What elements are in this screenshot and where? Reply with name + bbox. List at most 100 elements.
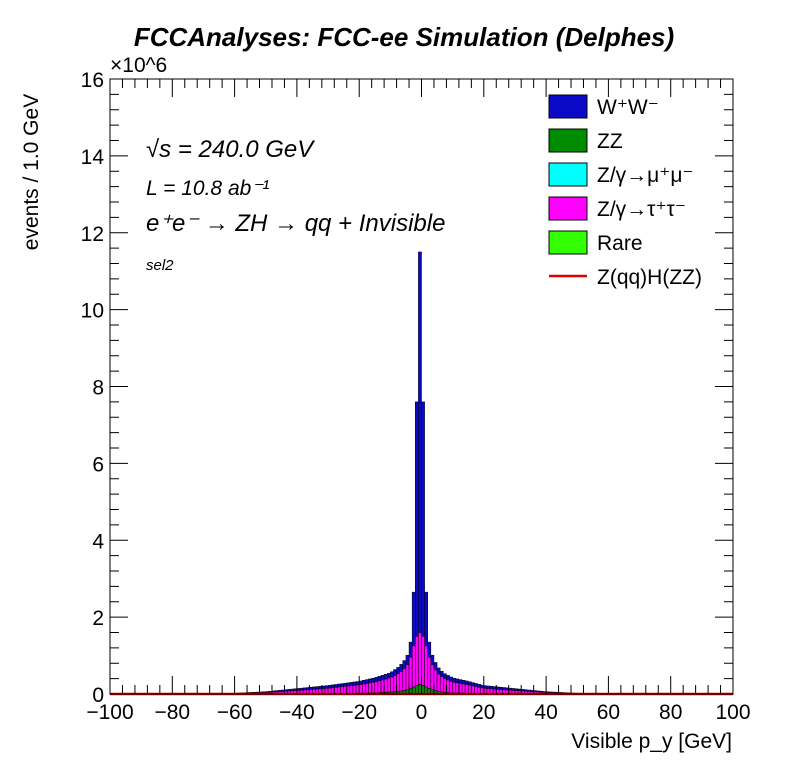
- bar-ww: [377, 676, 382, 682]
- bar-ww: [486, 685, 491, 689]
- legend-label: Z/γ→μ⁺μ⁻: [597, 164, 694, 187]
- x-axis-label: Visible p_y [GeV]: [571, 730, 732, 753]
- x-axis-ticks: −100 −80 −60 −40 −20 0 20 40 60 80 100: [86, 79, 751, 724]
- y-tick-label: 10: [81, 300, 104, 323]
- bar-ww: [368, 678, 372, 684]
- bar-ww: [436, 667, 441, 675]
- bar-ww: [399, 664, 404, 672]
- x-tick-label: 40: [534, 701, 557, 724]
- bar-ww: [415, 401, 419, 637]
- bar-ww: [337, 683, 341, 688]
- bar-ww: [349, 682, 354, 686]
- bar-ww: [324, 685, 329, 689]
- bar-tautau: [362, 683, 366, 694]
- legend-swatch: [548, 94, 588, 119]
- bar-tautau: [411, 645, 416, 688]
- bar-ww: [446, 675, 450, 681]
- bar-tautau: [402, 668, 407, 691]
- bar-ww: [340, 683, 344, 687]
- y-tick-label: 8: [92, 377, 104, 400]
- bar-tautau: [352, 685, 357, 694]
- bar-ww: [383, 674, 388, 680]
- y-tick-label: 14: [81, 146, 105, 169]
- legend-label: Z(qq)H(ZZ): [597, 266, 702, 289]
- y-tick-label: 6: [92, 453, 104, 476]
- x-tick-label: −60: [217, 701, 253, 724]
- bar-ww: [424, 591, 428, 647]
- bar-ww: [405, 654, 410, 666]
- legend-swatch: [548, 230, 588, 255]
- legend-label: ZZ: [597, 130, 623, 153]
- annotation-energy: √s = 240.0 GeV: [146, 136, 315, 163]
- bar-ww: [461, 680, 466, 685]
- legend: W⁺W⁻ ZZ Z/γ→μ⁺μ⁻ Z/γ→τ⁺τ⁻ Rare Z(qq)H(ZZ): [548, 94, 702, 289]
- annotation-selection: sel2: [146, 257, 174, 274]
- bar-tautau: [386, 678, 391, 693]
- y-tick-label: 12: [81, 223, 104, 246]
- x-tick-label: 20: [472, 701, 495, 724]
- bar-ww: [443, 673, 447, 679]
- bar-tautau: [474, 686, 478, 694]
- bar-ww: [464, 680, 469, 685]
- bar-ww: [402, 660, 407, 669]
- bar-tautau: [399, 671, 404, 692]
- bar-ww: [418, 251, 422, 633]
- bar-ww: [396, 667, 400, 674]
- y-axis-label: events / 1.0 GeV: [20, 94, 43, 250]
- bar-ww: [458, 679, 463, 684]
- bar-ww: [467, 681, 472, 686]
- bar-ww: [452, 677, 457, 683]
- bar-tautau: [439, 676, 444, 693]
- bar-tautau: [337, 686, 341, 694]
- bar-tautau: [452, 682, 457, 694]
- bar-ww: [439, 670, 444, 677]
- bar-ww: [393, 669, 397, 676]
- histogram-bars: [110, 251, 733, 696]
- bar-ww: [433, 662, 438, 671]
- y-tick-label: 4: [92, 530, 104, 553]
- bar-ww: [449, 676, 453, 682]
- bar-ww: [327, 685, 332, 689]
- bar-ww: [427, 641, 432, 658]
- bar-tautau: [390, 676, 394, 693]
- bar-ww: [511, 688, 516, 691]
- bar-ww: [312, 686, 316, 690]
- x-tick-label: 100: [715, 701, 750, 724]
- y-tick-label: 0: [92, 684, 104, 707]
- legend-label: Z/γ→τ⁺τ⁻: [597, 198, 686, 221]
- legend-label: W⁺W⁻: [597, 96, 659, 119]
- bar-ww: [430, 654, 435, 666]
- bar-ww: [390, 671, 394, 678]
- x-tick-label: −100: [86, 701, 133, 724]
- annotation-lumi: L = 10.8 ab⁻¹: [146, 177, 269, 200]
- bar-tautau: [349, 685, 354, 694]
- bar-ww: [371, 677, 376, 683]
- x-tick-label: −40: [279, 701, 315, 724]
- bar-ww: [362, 680, 366, 685]
- legend-swatch: [548, 196, 588, 221]
- x-tick-label: −20: [341, 701, 377, 724]
- bar-ww: [474, 683, 478, 687]
- bar-ww: [411, 591, 416, 647]
- bar-ww: [365, 679, 369, 684]
- legend-label: Rare: [597, 232, 643, 255]
- bar-ww: [421, 401, 425, 637]
- bar-tautau: [461, 683, 466, 694]
- y-axis-ticks: 0 2 4 6 8 10 12 14 16: [81, 69, 733, 707]
- bar-tautau: [365, 683, 369, 694]
- x-tick-label: 0: [416, 701, 428, 724]
- bar-tautau: [436, 673, 441, 692]
- bar-ww: [352, 681, 357, 686]
- bar-ww: [386, 673, 391, 679]
- bar-ww: [455, 678, 460, 684]
- y-tick-label: 2: [92, 607, 104, 630]
- bar-ww: [315, 686, 319, 690]
- y-tick-label: 16: [81, 69, 104, 92]
- x-tick-label: −80: [154, 701, 190, 724]
- bar-tautau: [464, 684, 469, 694]
- bar-ww: [302, 687, 307, 691]
- bar-ww: [380, 675, 385, 681]
- legend-swatch: [548, 128, 588, 153]
- chart-title: FCCAnalyses: FCC-ee Simulation (Delphes): [134, 22, 674, 52]
